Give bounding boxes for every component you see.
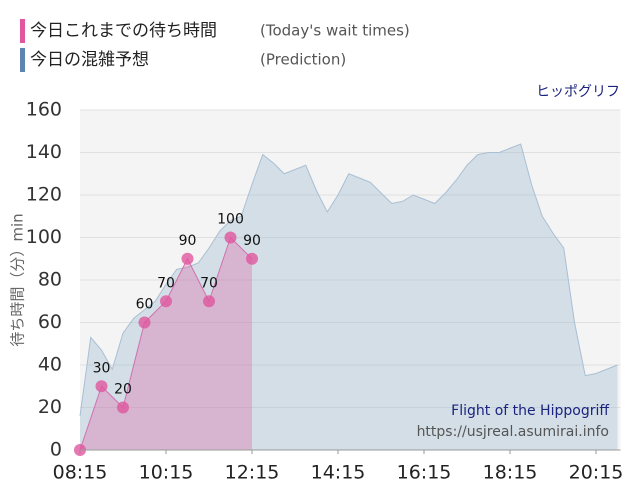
legend-label: 今日の混雑予想 (30, 50, 149, 70)
x-tick-label: 10:15 (139, 462, 194, 484)
y-tick-label: 160 (26, 99, 62, 121)
data-point (224, 231, 237, 244)
data-point (203, 295, 215, 308)
data-label: 70 (200, 275, 218, 291)
data-label: 90 (243, 233, 261, 249)
x-tick-label: 12:15 (225, 462, 280, 484)
x-tick-label: 18:15 (483, 462, 538, 484)
y-tick-label: 80 (38, 269, 62, 291)
watermark: Flight of the Hippogriff (451, 403, 609, 419)
prediction-area (80, 144, 618, 450)
y-tick-label: 0 (50, 439, 62, 461)
data-point (160, 295, 172, 308)
chart-title: ヒッポグリフ (536, 84, 620, 100)
x-tick-label: 16:15 (397, 462, 452, 484)
y-tick-label: 120 (26, 184, 62, 206)
legend-note: (Today's wait times) (260, 22, 410, 40)
data-label: 30 (93, 360, 111, 376)
data-label: 70 (157, 275, 175, 291)
watermark: https://usjreal.asumirai.info (417, 424, 609, 440)
legend-swatch (20, 48, 25, 72)
data-point (246, 252, 258, 265)
y-axis-label: 待ち時間（分）min (9, 213, 27, 346)
y-tick-label: 20 (38, 396, 62, 418)
data-label: 90 (179, 233, 197, 249)
y-tick-label: 60 (38, 311, 62, 333)
y-tick-label: 40 (38, 354, 62, 376)
x-tick-label: 08:15 (53, 462, 108, 484)
data-label: 60 (136, 297, 154, 313)
legend-note: (Prediction) (260, 51, 346, 69)
data-point (181, 252, 194, 265)
x-tick-label: 20:15 (569, 462, 624, 484)
data-point (138, 316, 151, 329)
y-tick-label: 140 (26, 141, 62, 163)
legend-swatch (20, 19, 25, 43)
prediction-area-line (79, 143, 618, 417)
y-tick-label: 100 (26, 226, 62, 248)
actual-area (80, 237, 252, 450)
data-point (95, 380, 108, 393)
data-label: 100 (217, 212, 244, 228)
data-point (117, 401, 129, 414)
legend-label: 今日これまでの待ち時間 (30, 21, 217, 41)
data-label: 20 (114, 382, 132, 398)
x-tick-label: 14:15 (311, 462, 366, 484)
